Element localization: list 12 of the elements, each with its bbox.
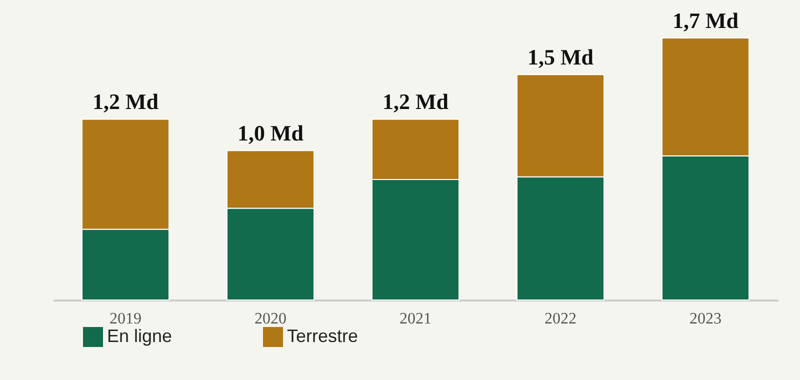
x-tick-label: 2022	[544, 310, 576, 328]
x-tick-label: 2020	[254, 310, 286, 328]
x-tick-label: 2019	[110, 310, 142, 328]
annotation: 1,5 Md	[528, 44, 594, 70]
legend-label: En ligne	[107, 326, 172, 346]
annotation: 1,2 Md	[382, 89, 448, 114]
annotation: 1,7 Md	[672, 8, 738, 33]
x-tick-label: 2023	[690, 310, 722, 328]
annotation: 1,2 Md	[92, 89, 158, 114]
legend-label: Terrestre	[287, 326, 358, 346]
annotation: 1,0 Md	[238, 120, 304, 146]
x-tick-label: 2021	[400, 310, 432, 328]
